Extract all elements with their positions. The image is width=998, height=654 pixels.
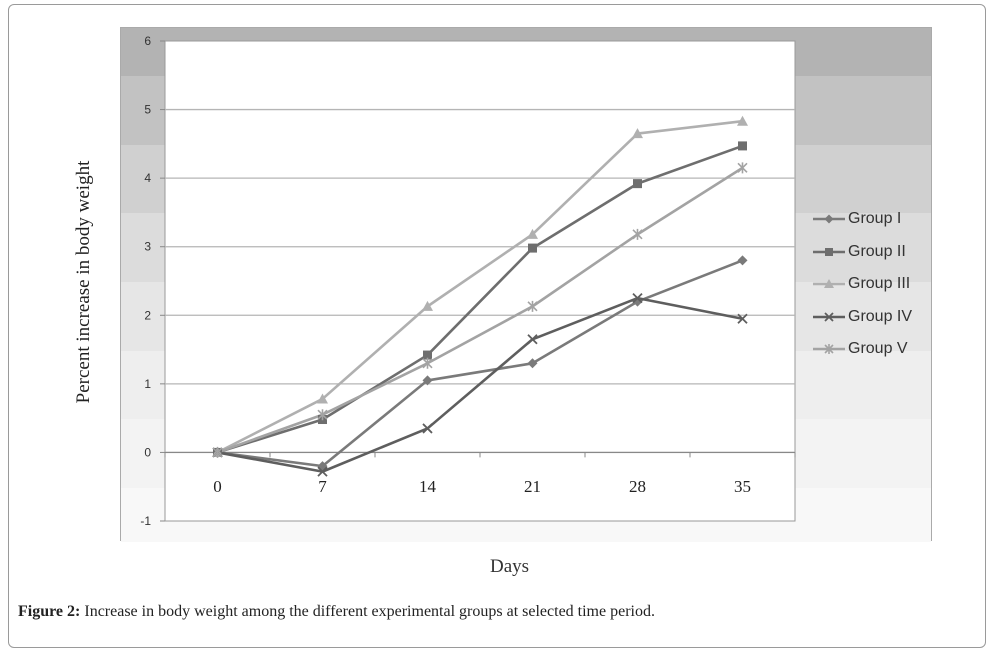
y-tick-label: 0: [144, 445, 151, 459]
y-axis-label: Percent increase in body weight: [73, 160, 94, 404]
legend-marker: [824, 214, 834, 224]
data-point-group-iii: [317, 393, 328, 404]
x-tick-label: 21: [524, 477, 541, 496]
legend-swatch: [813, 344, 845, 355]
plot-area: [164, 40, 796, 522]
legend-label: Group III: [848, 275, 911, 293]
data-point-group-v: [212, 446, 223, 458]
series-line-group-i: [217, 259, 743, 468]
data-point-group-i: [632, 296, 643, 307]
y-tick-label: 5: [144, 103, 151, 117]
y-tick-label: 6: [144, 34, 151, 48]
legend-label: Group II: [848, 242, 906, 260]
series-line-group-iii: [216, 119, 743, 454]
legend-item-group-v: Group V: [812, 333, 912, 366]
x-tick-label: 14: [419, 477, 437, 496]
legend-label: Group IV: [848, 307, 913, 325]
series-line-group-ii: [217, 144, 743, 454]
data-point-group-iii: [527, 228, 538, 239]
y-tick-label: 4: [144, 171, 151, 185]
data-point-group-v: [632, 228, 643, 240]
data-point-group-ii: [738, 141, 747, 151]
y-tick-label: -1: [140, 514, 151, 528]
x-tick-label: 0: [213, 477, 222, 496]
x-tick-label: 35: [734, 477, 751, 496]
data-point-group-ii: [423, 350, 432, 360]
legend-item-group-i: Group I: [812, 203, 912, 236]
legend-swatch: [813, 279, 845, 289]
figure-frame: [8, 4, 986, 648]
y-tick-label: 3: [144, 240, 151, 254]
legend-item-group-ii: Group II: [812, 236, 912, 269]
legend-swatch: [813, 247, 845, 256]
x-tick-label: 28: [629, 477, 646, 496]
legend-item-group-iii: Group III: [812, 268, 912, 301]
legend-label: Group V: [848, 340, 908, 358]
data-point-group-iv: [317, 466, 328, 477]
data-point-group-iv: [527, 334, 538, 345]
data-point-group-iv: [632, 293, 643, 304]
legend-swatch: [813, 312, 845, 322]
data-point-group-iii: [422, 300, 433, 311]
x-axis-label: Days: [490, 556, 530, 577]
data-point-group-i: [527, 358, 538, 369]
legend-item-group-iv: Group IV: [812, 301, 912, 334]
legend-marker: [824, 279, 834, 289]
y-tick-label: 1: [144, 377, 151, 391]
data-point-group-iii: [632, 128, 643, 139]
data-point-group-iv: [737, 313, 748, 324]
chart-legend: Group I Group II Group III Group IV Group V: [812, 203, 912, 366]
x-tick-label: 7: [318, 477, 327, 496]
data-point-group-iv: [422, 423, 433, 434]
legend-marker: [824, 312, 834, 322]
legend-marker: [825, 247, 833, 256]
series-line-group-v: [217, 166, 744, 454]
data-point-group-v: [317, 409, 328, 421]
data-point-group-v: [737, 162, 748, 174]
legend-swatch: [813, 214, 845, 224]
data-point-group-v: [422, 357, 433, 369]
data-point-group-iii: [737, 115, 748, 126]
data-point-group-v: [527, 300, 538, 312]
data-point-group-i: [737, 255, 748, 266]
data-point-group-ii: [528, 243, 537, 253]
caption-label: Figure 2:: [18, 603, 81, 620]
legend-marker: [824, 344, 834, 355]
data-point-group-i: [422, 375, 433, 386]
data-point-group-ii: [633, 179, 642, 189]
y-tick-label: 2: [144, 308, 151, 322]
series-line-group-iv: [217, 296, 743, 473]
figure-caption: Figure 2: Increase in body weight among …: [18, 603, 655, 621]
legend-label: Group I: [848, 210, 902, 228]
caption-text: Increase in body weight among the differ…: [80, 603, 655, 620]
